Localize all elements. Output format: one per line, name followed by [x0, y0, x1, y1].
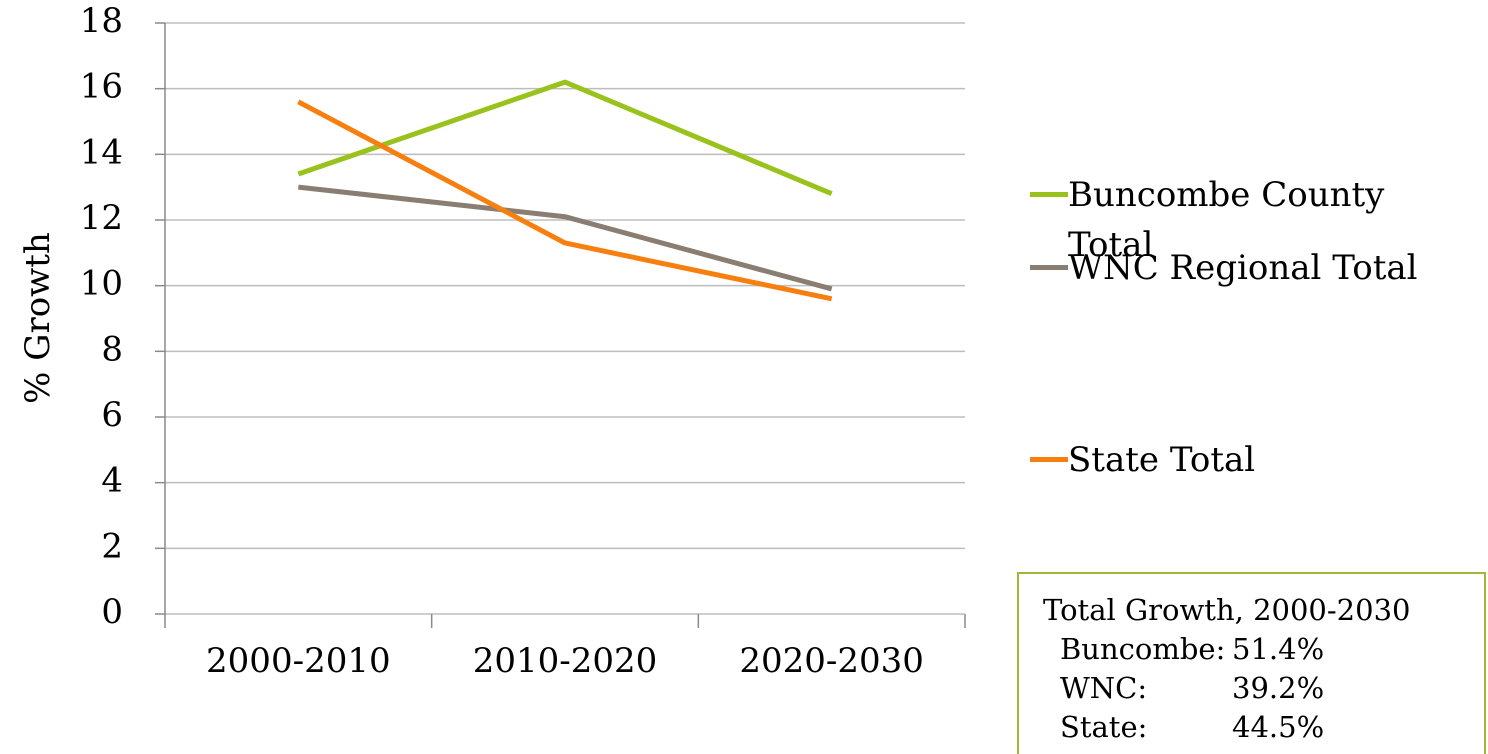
legend-swatch: [1030, 192, 1068, 197]
y-tick-label: 2: [101, 526, 123, 566]
annotation-value: 51.4%: [1232, 632, 1324, 666]
x-tick-label: 2000-2010: [206, 641, 391, 681]
annotation-value: 39.2%: [1232, 671, 1324, 705]
y-tick-label: 14: [80, 132, 123, 172]
y-tick-label: 4: [101, 461, 123, 501]
annotation-value: 44.5%: [1232, 710, 1324, 744]
x-tick-label: 2020-2030: [739, 641, 924, 681]
series-line: [297, 79, 833, 197]
legend-label: Buncombe County Total: [1068, 175, 1385, 265]
y-tick-label: 12: [80, 198, 123, 238]
legend-label: State Total: [1068, 440, 1256, 480]
annotation-label: Buncombe:: [1060, 632, 1225, 666]
legend-item: Buncombe County Total: [1030, 170, 1450, 270]
y-tick-label: 10: [80, 264, 123, 304]
y-tick-label: 18: [80, 1, 123, 41]
legend-swatch: [1030, 457, 1068, 462]
y-tick-label: 6: [101, 395, 123, 435]
y-axis-title: % Growth: [18, 232, 58, 404]
annotation-label: State:: [1060, 710, 1147, 744]
y-tick-label: 8: [101, 329, 123, 369]
annotation-title: Total Growth, 2000-2030: [1043, 593, 1410, 627]
series-line: [298, 184, 833, 292]
legend-swatch: [1030, 265, 1068, 270]
legend-item: WNC Regional Total: [1030, 243, 1450, 293]
annotation-box: [1017, 572, 1486, 754]
series-line: [297, 99, 833, 302]
y-tick-label: 16: [80, 67, 123, 107]
annotation-label: WNC:: [1060, 671, 1147, 705]
y-tick-label: 0: [101, 592, 123, 632]
legend-item: State Total: [1030, 435, 1450, 485]
legend-label: WNC Regional Total: [1068, 248, 1418, 288]
x-tick-label: 2010-2020: [473, 641, 658, 681]
